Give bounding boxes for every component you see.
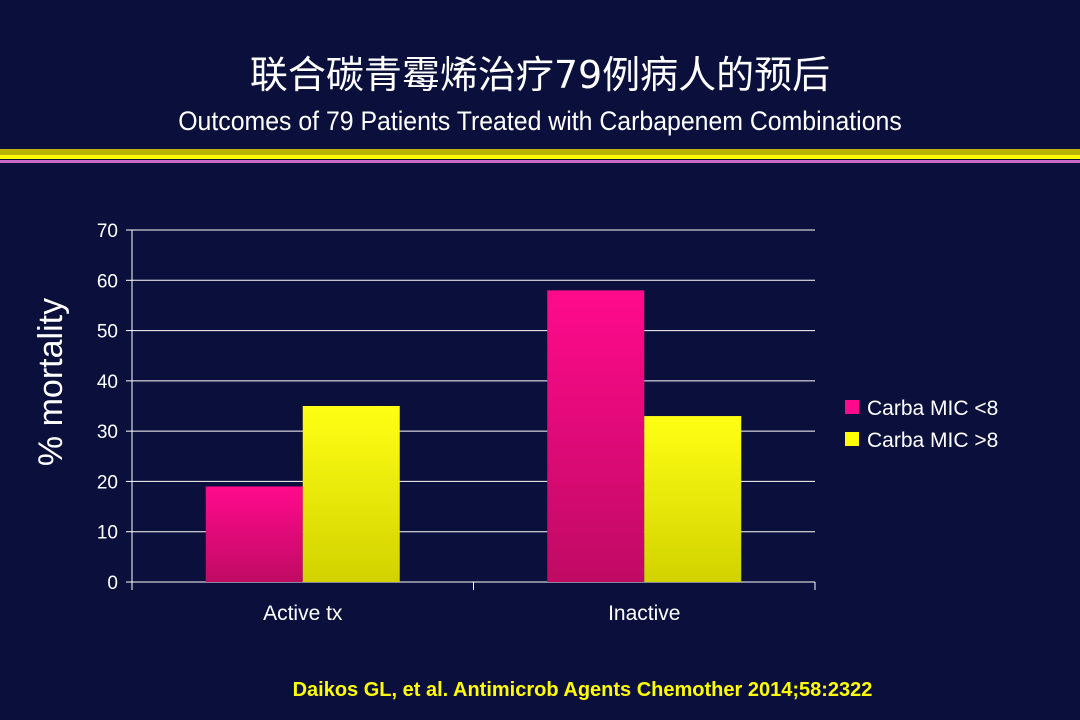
bar-1-1 (205, 486, 303, 582)
y-tick-label: 70 (97, 221, 118, 242)
y-tick-label: 50 (97, 322, 118, 343)
legend-swatch-1 (845, 400, 859, 414)
legend: Carba MIC <8 Carba MIC >8 (845, 397, 998, 452)
x-tick-label: Active tx (263, 602, 343, 625)
tick-labels: 0 10 20 30 40 50 60 70 Active tx Inactive (97, 221, 681, 625)
legend-swatch-2 (845, 432, 859, 446)
y-tick-label: 30 (97, 422, 118, 443)
chinese-title: 联合碳青霉烯治疗79例病人的预后 (249, 53, 831, 97)
bar-2-1 (302, 406, 400, 582)
y-tick-label: 40 (97, 372, 118, 393)
y-axis-label: % mortality (32, 298, 70, 466)
y-tick-label: 0 (107, 573, 118, 594)
legend-label-2: Carba MIC >8 (867, 429, 998, 452)
english-title: Outcomes of 79 Patients Treated with Car… (178, 106, 902, 136)
y-tick-label: 20 (97, 472, 118, 493)
citation: Daikos GL, et al. Antimicrob Agents Chem… (292, 679, 873, 701)
y-tick-label: 60 (97, 271, 118, 292)
x-tick-label: Inactive (608, 602, 680, 625)
bars (205, 290, 742, 582)
divider-band-gold (0, 149, 1080, 155)
divider-band-pink (0, 160, 1080, 163)
bar-2-2 (644, 416, 742, 582)
legend-label-1: Carba MIC <8 (867, 397, 998, 420)
bar-1-2 (547, 290, 645, 582)
divider-band-yellow (0, 155, 1080, 159)
y-tick-label: 10 (97, 523, 118, 544)
